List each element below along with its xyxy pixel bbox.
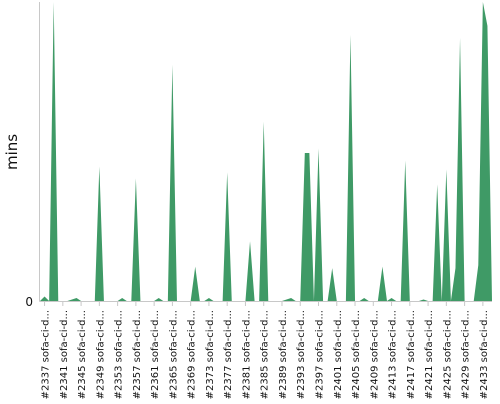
x-tick-label: #2385 sofa-ci-d... [260,310,271,399]
x-tick-label: #2361 sofa-ci-d... [150,310,161,399]
x-tick-label: #2409 sofa-ci-d... [369,310,380,399]
x-tick-label: #2353 sofa-ci-d... [114,310,125,399]
x-tick-label: #2401 sofa-ci-d... [333,310,344,399]
x-tick-label: #2377 sofa-ci-d... [223,310,234,399]
x-tick-label: #2405 sofa-ci-d... [351,310,362,399]
x-tick-label: #2369 sofa-ci-d... [187,310,198,399]
x-tick-label: #2345 sofa-ci-d... [77,310,88,399]
x-tick-label: #2429 sofa-ci-d... [461,310,472,399]
x-tick-label: #2337 sofa-ci-d... [41,310,52,399]
x-tick-label: #2397 sofa-ci-d... [315,310,326,399]
x-tick-label: #2417 sofa-ci-d... [406,310,417,399]
axes-group [39,2,492,302]
x-tick-label: #2421 sofa-ci-d... [424,310,435,399]
x-tick-label: #2349 sofa-ci-d... [95,310,106,399]
y-tick-group: 0 [25,295,33,309]
x-tick-label: #2389 sofa-ci-d... [278,310,289,399]
y-axis-label: mins [3,134,21,170]
area-series [40,2,492,301]
x-tick-label: #2381 sofa-ci-d... [241,310,252,399]
x-tick-group: #2337 sofa-ci-d... #2341 sofa-ci-d... #234… [41,302,490,399]
area-series-group [40,2,492,301]
x-tick-label: #2365 sofa-ci-d... [168,310,179,399]
x-tick-label: #2357 sofa-ci-d... [132,310,143,399]
x-tick-label: #2413 sofa-ci-d... [388,310,399,399]
x-tick-label: #2425 sofa-ci-d... [442,310,453,399]
x-tick-label: #2393 sofa-ci-d... [296,310,307,399]
x-tick-label: #2341 sofa-ci-d... [59,310,70,399]
y-tick-label: 0 [25,295,33,309]
x-tick-label: #2433 sofa-ci-d... [479,310,490,399]
x-tick-label: #2373 sofa-ci-d... [205,310,216,399]
y-axis-label-group: mins [3,134,21,170]
